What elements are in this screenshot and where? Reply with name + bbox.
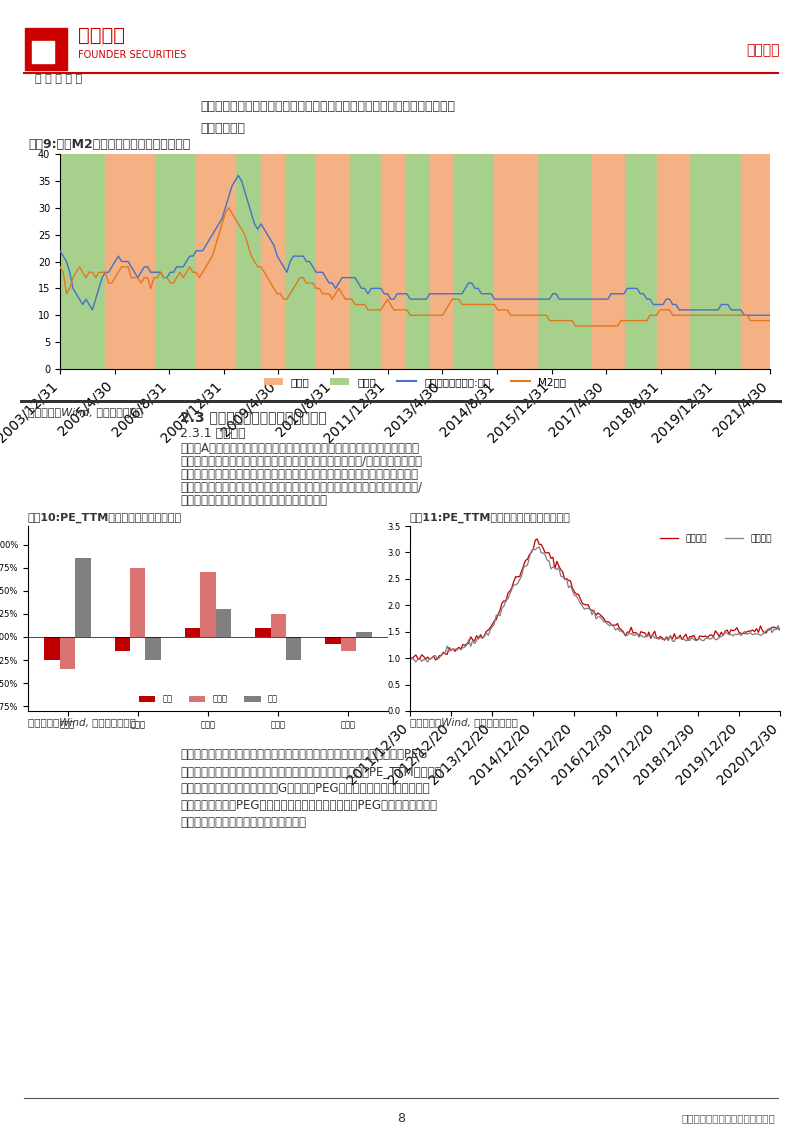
Text: 2.3.1 估值因子: 2.3.1 估值因子 <box>180 427 245 440</box>
Bar <box>184 628 200 637</box>
空头组合 <box>446 642 456 656</box>
Legend: 宽信用, 紧信用, 社会融资规模存量:同比, M2同比: 宽信用, 紧信用, 社会融资规模存量:同比, M2同比 <box>260 373 570 391</box>
Bar <box>356 632 371 637</box>
Line: 空头组合: 空头组合 <box>410 547 780 662</box>
Bar <box>403 154 430 369</box>
Bar <box>25 28 67 70</box>
Bar <box>261 154 284 369</box>
多头组合 <box>405 650 415 664</box>
Bar <box>537 154 592 369</box>
多头组合 <box>577 597 587 611</box>
Bar <box>60 637 75 670</box>
Legend: 多头组合, 空头组合: 多头组合, 空头组合 <box>657 530 776 547</box>
空头组合 <box>577 598 587 612</box>
Bar <box>44 637 60 661</box>
Text: 正 在 你 身 边: 正 在 你 身 边 <box>35 74 82 84</box>
Bar <box>200 572 216 637</box>
Text: 业由小到大分为五组，以观察各组未来一段时间的平均表现，从结果来看，高/: 业由小到大分为五组，以观察各组未来一段时间的平均表现，从结果来看，高/ <box>180 482 422 494</box>
Bar <box>381 154 403 369</box>
Text: 虽然短期内估值本身不具备区分能力，但如果考虑了行业未来成长能力的PEG: 虽然短期内估值本身不具备区分能力，但如果考虑了行业未来成长能力的PEG <box>180 748 427 761</box>
Text: FOUNDER SECURITIES: FOUNDER SECURITIES <box>78 50 186 60</box>
Text: 指标，却有较好的区分能力。我们使用行业的最新估值水平（PE_TTM）和分析: 指标，却有较好的区分能力。我们使用行业的最新估值水平（PE_TTM）和分析 <box>180 765 442 778</box>
多头组合 <box>533 533 542 546</box>
Text: 8: 8 <box>397 1111 405 1124</box>
Line: 多头组合: 多头组合 <box>410 539 780 659</box>
Text: 同时下行则为紧信用周期，如两个指标发生背离，则使用上一期的状态作为当: 同时下行则为紧信用周期，如两个指标发生背离，则使用上一期的状态作为当 <box>200 100 455 113</box>
Text: 不论在A股市场还是海外市场，个股层面估值因子都具备长期有效性，低估值: 不论在A股市场还是海外市场，个股层面估值因子都具备长期有效性，低估值 <box>180 442 419 455</box>
Bar <box>235 154 261 369</box>
多头组合 <box>519 559 529 572</box>
Bar <box>255 628 270 637</box>
Bar <box>316 154 349 369</box>
空头组合 <box>519 561 529 574</box>
Legend: 今月, 三个月, 半年: 今月, 三个月, 半年 <box>136 691 281 707</box>
Text: 前状态判断。: 前状态判断。 <box>200 122 245 135</box>
多头组合 <box>512 570 522 583</box>
空头组合 <box>512 577 522 590</box>
空头组合 <box>534 540 544 554</box>
Bar <box>75 559 91 637</box>
多头组合 <box>595 607 605 621</box>
Bar <box>196 154 235 369</box>
Text: 师一致预期未来两年复合增速（G）来构建PEG指标，由于利润增速可能为负: 师一致预期未来两年复合增速（G）来构建PEG指标，由于利润增速可能为负 <box>180 782 430 795</box>
多头组合 <box>493 607 503 621</box>
Bar <box>452 154 494 369</box>
多头组合 <box>446 644 456 657</box>
Text: 值因子的表现却相对较差，以行业指数为例，我们按照估值分位数因子将各行: 值因子的表现却相对较差，以行业指数为例，我们按照估值分位数因子将各行 <box>180 468 418 482</box>
Bar <box>341 637 356 650</box>
Text: 行业分组能力，各组别单调性相对较好。: 行业分组能力，各组别单调性相对较好。 <box>180 816 306 829</box>
多头组合 <box>431 653 440 666</box>
Bar <box>657 154 689 369</box>
多头组合 <box>776 623 785 637</box>
Bar <box>741 154 770 369</box>
Text: 2.3 各细分因子表现及最新得分明细: 2.3 各细分因子表现及最新得分明细 <box>180 410 326 424</box>
空头组合 <box>595 610 605 623</box>
空头组合 <box>411 655 421 668</box>
Text: 图表10:PE_TTM历史分位数因子分组表现: 图表10:PE_TTM历史分位数因子分组表现 <box>28 513 182 523</box>
Bar <box>349 154 381 369</box>
Bar <box>145 637 161 661</box>
Bar <box>286 637 302 661</box>
Bar <box>494 154 537 369</box>
Polygon shape <box>54 48 67 70</box>
Bar <box>430 154 452 369</box>
Text: 资料来源：Wind, 方正证券研究所: 资料来源：Wind, 方正证券研究所 <box>410 717 518 727</box>
空头组合 <box>776 623 785 637</box>
Bar <box>154 154 196 369</box>
Bar <box>689 154 741 369</box>
Bar <box>105 154 154 369</box>
Text: 方正证券: 方正证券 <box>78 26 125 44</box>
Bar <box>270 614 286 637</box>
Text: 数，此处我们使用PEG的倒数进行分组测算，可以看到PEG的倒数具有较好的: 数，此处我们使用PEG的倒数进行分组测算，可以看到PEG的倒数具有较好的 <box>180 799 437 812</box>
Text: 的股票相比于高估值股票具备明显的超额收益。但是在行业/指数层面来看，估: 的股票相比于高估值股票具备明显的超额收益。但是在行业/指数层面来看，估 <box>180 455 422 468</box>
Text: 资料来源：Wind, 方正证券研究所: 资料来源：Wind, 方正证券研究所 <box>28 717 136 727</box>
Text: 资料来源：Wind, 方正证券研究所: 资料来源：Wind, 方正证券研究所 <box>28 407 143 417</box>
Text: 动态跟踪: 动态跟踪 <box>747 43 780 57</box>
Bar <box>624 154 657 369</box>
Text: 图表11:PE_TTM历史分位数因子多空组表现: 图表11:PE_TTM历史分位数因子多空组表现 <box>410 513 571 523</box>
空头组合 <box>493 607 503 621</box>
Text: 低估值组别表现基本接近，并没有明显的分化。: 低估值组别表现基本接近，并没有明显的分化。 <box>180 494 327 506</box>
Bar <box>592 154 624 369</box>
Bar <box>284 154 316 369</box>
Bar <box>130 568 145 637</box>
Text: 图表9:根据M2同比和社融同比划分信用周期: 图表9:根据M2同比和社融同比划分信用周期 <box>28 138 190 152</box>
Bar <box>60 154 105 369</box>
Bar <box>32 41 54 63</box>
Bar <box>216 610 231 637</box>
Bar <box>115 637 130 650</box>
空头组合 <box>405 654 415 667</box>
Text: 敬请关注文后特别声明与免责条款: 敬请关注文后特别声明与免责条款 <box>681 1113 775 1123</box>
Bar <box>326 637 341 645</box>
